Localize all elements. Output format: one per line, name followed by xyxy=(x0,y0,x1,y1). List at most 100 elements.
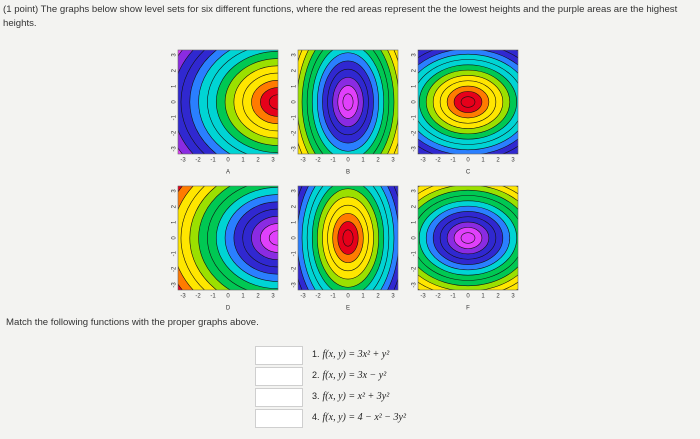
plot-frame xyxy=(177,185,279,291)
x-tick-label: 1 xyxy=(481,158,485,164)
y-tick-label: 0 xyxy=(172,236,178,240)
x-tick-label: -3 xyxy=(300,294,306,300)
answer-input[interactable] xyxy=(255,367,303,386)
y-tick-label: -2 xyxy=(172,130,178,136)
y-tick-label: 3 xyxy=(412,53,418,57)
graph-label: E xyxy=(346,306,350,312)
y-tick-label: -1 xyxy=(172,250,178,256)
x-tick-label: 3 xyxy=(271,294,275,300)
y-tick-label: 0 xyxy=(172,100,178,104)
y-tick-label: 0 xyxy=(412,236,418,240)
x-tick-label: 0 xyxy=(466,294,470,300)
y-tick-label: -2 xyxy=(412,266,418,272)
y-tick-label: 0 xyxy=(292,236,298,240)
y-tick-label: -3 xyxy=(292,282,298,288)
y-tick-label: -3 xyxy=(412,282,418,288)
y-tick-label: -2 xyxy=(172,266,178,272)
x-tick-label: -2 xyxy=(195,294,201,300)
y-tick-label: 2 xyxy=(292,68,298,72)
x-tick-label: 0 xyxy=(346,294,350,300)
x-tick-label: 3 xyxy=(511,158,515,164)
x-tick-label: -1 xyxy=(330,158,336,164)
x-tick-label: 0 xyxy=(346,158,350,164)
function-item: 2. f(x, y) = 3x − y² xyxy=(312,370,386,381)
x-tick-label: 1 xyxy=(361,294,365,300)
level-band xyxy=(342,229,354,247)
y-tick-label: -2 xyxy=(412,130,418,136)
graph-label: B xyxy=(346,170,350,176)
y-tick-label: 1 xyxy=(172,84,178,88)
level-band xyxy=(342,93,354,111)
function-formula: f(x, y) = 4 − x² − 3y² xyxy=(322,412,406,423)
y-tick-label: 3 xyxy=(292,53,298,57)
y-tick-label: 2 xyxy=(292,204,298,208)
function-number: 3. xyxy=(312,391,320,401)
x-tick-label: -1 xyxy=(450,294,456,300)
answer-input[interactable] xyxy=(255,346,303,365)
y-tick-label: 1 xyxy=(292,84,298,88)
x-tick-label: -1 xyxy=(450,158,456,164)
y-tick-label: 1 xyxy=(412,220,418,224)
x-tick-label: -3 xyxy=(420,294,426,300)
answer-input[interactable] xyxy=(255,409,303,428)
y-tick-label: 3 xyxy=(412,189,418,193)
x-tick-label: 0 xyxy=(226,158,230,164)
y-tick-label: 1 xyxy=(172,220,178,224)
x-tick-label: 1 xyxy=(361,158,365,164)
x-tick-label: 1 xyxy=(241,294,245,300)
y-tick-label: 1 xyxy=(292,220,298,224)
level-band xyxy=(460,96,476,108)
graph-label: C xyxy=(466,170,471,176)
y-tick-label: -3 xyxy=(172,146,178,152)
y-tick-label: -2 xyxy=(292,130,298,136)
y-tick-label: -1 xyxy=(412,114,418,120)
function-number: 4. xyxy=(312,412,320,422)
graphs: -3-3-2-2-1-100112233A-3-3-2-2-1-10011223… xyxy=(172,49,519,312)
y-tick-label: -3 xyxy=(172,282,178,288)
y-tick-label: -1 xyxy=(172,114,178,120)
x-tick-label: -2 xyxy=(315,158,321,164)
x-tick-label: 2 xyxy=(496,158,500,164)
function-formula: f(x, y) = x² + 3y² xyxy=(322,391,390,402)
x-tick-label: -2 xyxy=(315,294,321,300)
contour-plot xyxy=(178,186,278,290)
y-tick-label: 0 xyxy=(412,100,418,104)
y-tick-label: -1 xyxy=(292,114,298,120)
function-item: 4. f(x, y) = 4 − x² − 3y² xyxy=(312,412,406,423)
y-tick-label: -3 xyxy=(412,146,418,152)
x-tick-label: -3 xyxy=(180,294,186,300)
x-tick-label: 3 xyxy=(511,294,515,300)
contour-plot xyxy=(298,186,398,290)
x-tick-label: -3 xyxy=(420,158,426,164)
y-tick-label: 2 xyxy=(412,204,418,208)
x-tick-label: 1 xyxy=(481,294,485,300)
x-tick-label: 2 xyxy=(376,294,380,300)
graph-label: F xyxy=(466,306,470,312)
y-tick-label: -1 xyxy=(412,250,418,256)
plot-frame xyxy=(417,185,519,291)
y-tick-label: -2 xyxy=(292,266,298,272)
x-tick-label: 3 xyxy=(271,158,275,164)
contour-plot xyxy=(178,50,278,154)
y-tick-label: 0 xyxy=(292,100,298,104)
question-text: (1 point) The graphs below show level se… xyxy=(3,4,678,29)
function-number: 2. xyxy=(312,370,320,380)
x-tick-label: 3 xyxy=(391,158,395,164)
x-tick-label: -1 xyxy=(210,294,216,300)
level-band xyxy=(460,232,476,244)
plot-frame xyxy=(177,49,279,155)
y-tick-label: 3 xyxy=(172,189,178,193)
plot-frame xyxy=(297,49,399,155)
contour-plot xyxy=(298,50,398,154)
plot-frame xyxy=(297,185,399,291)
graph-label: D xyxy=(226,306,231,312)
answer-input[interactable] xyxy=(255,388,303,407)
y-tick-label: 3 xyxy=(292,189,298,193)
contour-plot xyxy=(418,50,518,154)
y-tick-label: 2 xyxy=(172,204,178,208)
contour-plot xyxy=(418,186,518,290)
function-item: 1. f(x, y) = 3x² + y² xyxy=(312,349,389,360)
function-formula: f(x, y) = 3x − y² xyxy=(322,370,387,381)
y-tick-label: 1 xyxy=(412,84,418,88)
